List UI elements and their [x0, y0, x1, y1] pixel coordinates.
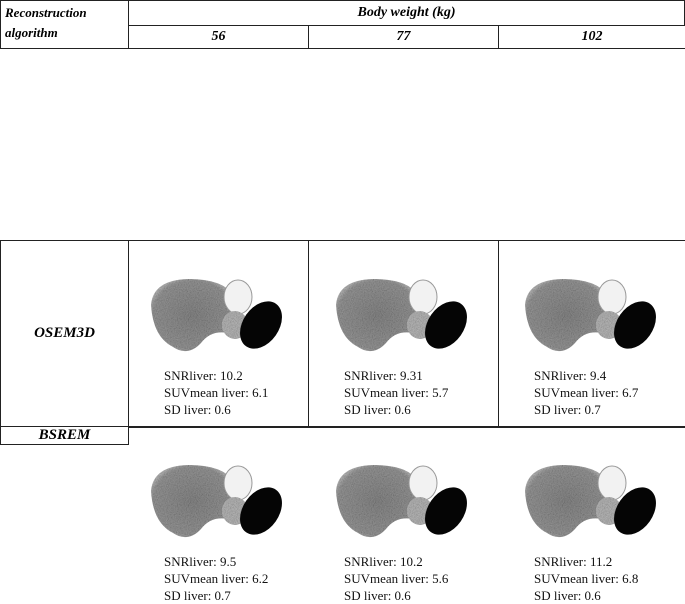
image-cell [128, 426, 309, 428]
pet-image [336, 279, 467, 352]
heart [597, 279, 626, 315]
metric-text: SUVmean liver: 6.2 [164, 571, 269, 586]
liver [524, 279, 609, 352]
image-cell [308, 426, 499, 428]
metric-text: SNRliver: 9.5 [164, 554, 237, 569]
pet-image [151, 279, 282, 352]
liver [151, 279, 235, 352]
metric-text: SNRliver: 9.4 [534, 368, 607, 383]
group-header: Body weight (kg) [128, 0, 685, 26]
stomach [425, 301, 467, 349]
pet-image [524, 279, 656, 352]
column-header: 56 [128, 25, 309, 49]
metric-text: SD liver: 0.7 [164, 588, 231, 603]
metric-text: SD liver: 0.7 [534, 402, 601, 417]
pet-image [524, 465, 656, 538]
column-header: 102 [498, 25, 685, 49]
metric-text: SUVmean liver: 5.6 [344, 571, 449, 586]
metric-text: SUVmean liver: 6.8 [534, 571, 639, 586]
metric-text: SUVmean liver: 5.7 [344, 385, 449, 400]
heart [223, 279, 253, 315]
liver [524, 465, 609, 538]
heart [597, 465, 626, 501]
metric-text: SUVmean liver: 6.7 [534, 385, 639, 400]
metric-text: SNRliver: 10.2 [344, 554, 423, 569]
pet-image [336, 465, 467, 538]
row-label: OSEM3D [0, 240, 129, 427]
metric-text: SNRliver: 9.31 [344, 368, 423, 383]
metric-text: SD liver: 0.6 [344, 402, 411, 417]
metric-text: SD liver: 0.6 [164, 402, 231, 417]
metric-text: SNRliver: 11.2 [534, 554, 613, 569]
metric-text: SD liver: 0.6 [534, 588, 601, 603]
image-cell [498, 426, 685, 428]
stomach [613, 301, 656, 349]
liver [336, 279, 420, 352]
metric-text: SUVmean liver: 6.1 [164, 385, 269, 400]
heart [408, 279, 438, 315]
pet-image [151, 465, 282, 538]
heart [408, 465, 438, 501]
row-label: BSREM [0, 426, 129, 445]
metric-text: SD liver: 0.6 [344, 588, 411, 603]
liver [336, 465, 420, 538]
column-header: 77 [308, 25, 499, 49]
row-header-label: Reconstruction algorithm [0, 0, 129, 49]
metric-text: SNRliver: 10.2 [164, 368, 243, 383]
heart [223, 465, 253, 501]
stomach [240, 301, 282, 349]
liver [151, 465, 235, 538]
